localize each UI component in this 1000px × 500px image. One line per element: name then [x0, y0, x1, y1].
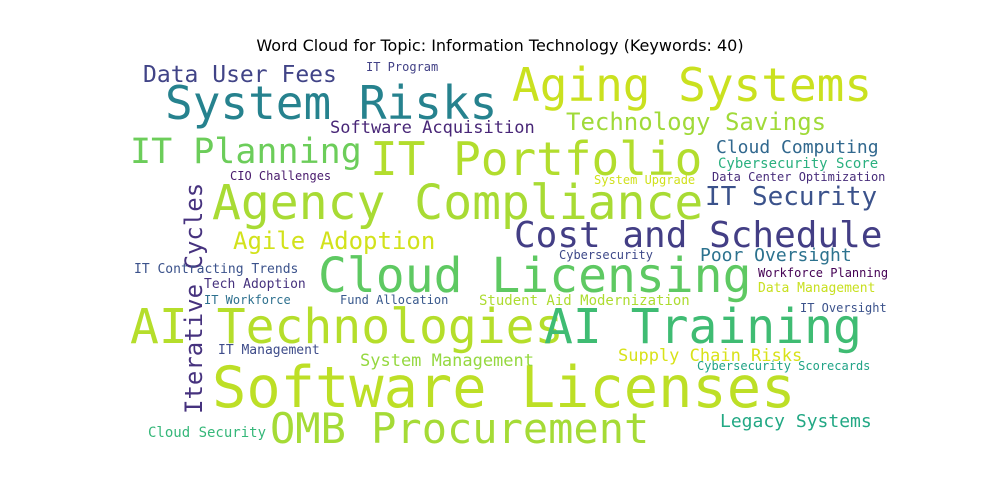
word-cybersecurity-scorecards: Cybersecurity Scorecards [697, 359, 870, 373]
word-student-aid-modernization: Student Aid Modernization [479, 293, 690, 309]
word-it-security: IT Security [705, 182, 877, 212]
word-data-user-fees: Data User Fees [143, 62, 337, 88]
word-data-center-optimization: Data Center Optimization [712, 170, 885, 184]
word-system-risks: System Risks [165, 76, 497, 130]
word-software-licenses: Software Licenses [212, 355, 795, 421]
word-technology-savings: Technology Savings [566, 108, 826, 136]
word-cloud-computing: Cloud Computing [716, 137, 879, 158]
word-cloud-licensing: Cloud Licensing [318, 248, 751, 304]
word-system-upgrade: System Upgrade [594, 173, 695, 187]
word-ai-technologies: AI Technologies [130, 299, 563, 355]
word-ai-training: AI Training [544, 299, 862, 355]
word-it-oversight: IT Oversight [800, 301, 887, 315]
word-agency-compliance: Agency Compliance [212, 175, 703, 231]
chart-title: Word Cloud for Topic: Information Techno… [256, 36, 744, 55]
word-it-program: IT Program [366, 60, 438, 74]
word-it-planning: IT Planning [130, 132, 362, 172]
word-omb-procurement: OMB Procurement [270, 404, 649, 453]
word-poor-oversight: Poor Oversight [700, 245, 852, 266]
word-legacy-systems: Legacy Systems [720, 411, 872, 432]
word-aging-systems: Aging Systems [512, 58, 872, 112]
word-cloud-security: Cloud Security [148, 425, 266, 441]
word-it-contracting-trends: IT Contracting Trends [134, 262, 298, 277]
word-cybersecurity: Cybersecurity [559, 248, 653, 262]
word-cost-and-schedule: Cost and Schedule [514, 215, 882, 256]
word-it-management: IT Management [218, 343, 320, 358]
word-fund-allocation: Fund Allocation [340, 293, 448, 307]
word-it-portfolio: IT Portfolio [370, 132, 702, 186]
word-system-management: System Management [360, 351, 534, 371]
word-cio-challenges: CIO Challenges [230, 169, 331, 183]
word-cybersecurity-score: Cybersecurity Score [718, 156, 878, 172]
word-software-acquisition: Software Acquisition [330, 118, 535, 138]
word-workforce-planning: Workforce Planning [758, 266, 888, 280]
word-iterative-cycles: Iterative Cycles [180, 183, 208, 414]
word-agile-adoption: Agile Adoption [233, 227, 435, 255]
word-supply-chain-risks: Supply Chain Risks [618, 346, 802, 366]
word-it-workforce: IT Workforce [204, 293, 291, 307]
word-data-management: Data Management [758, 281, 875, 296]
word-tech-adoption: Tech Adoption [204, 277, 306, 292]
